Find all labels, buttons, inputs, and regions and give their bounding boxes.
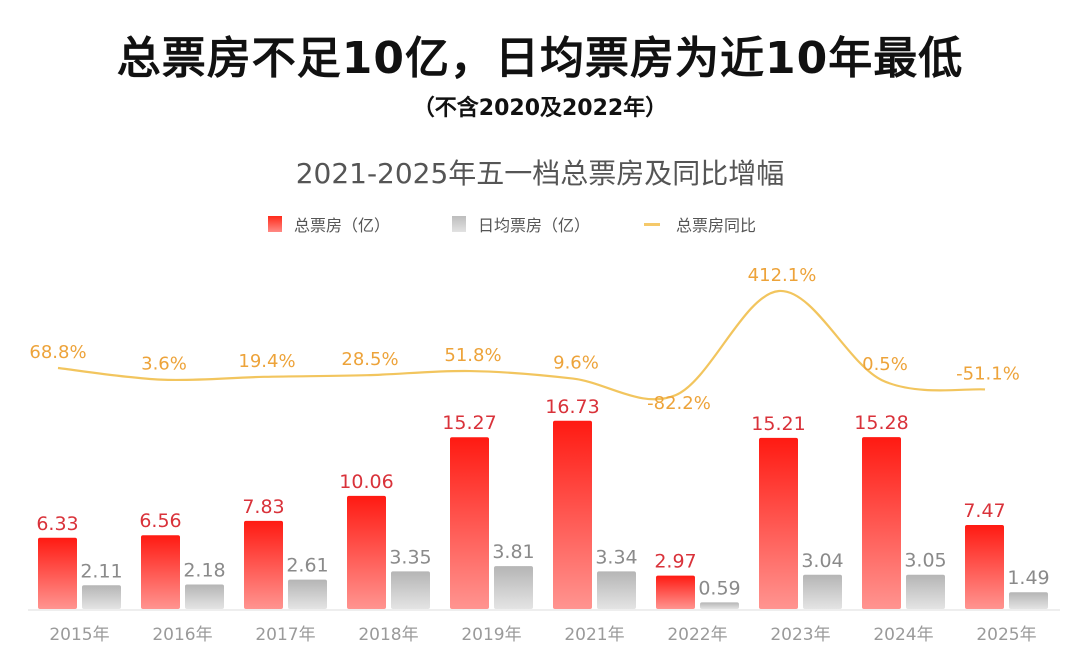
label-daily-6: 0.59	[698, 577, 740, 599]
bar-total-3[interactable]	[347, 495, 386, 609]
label-total-4: 15.27	[442, 412, 496, 434]
bar-total-1[interactable]	[141, 535, 180, 609]
label-daily-3: 3.35	[389, 546, 431, 568]
bar-daily-2[interactable]	[288, 579, 327, 609]
label-daily-0: 2.11	[80, 560, 122, 582]
label-daily-1: 2.18	[183, 559, 225, 581]
label-total-3: 10.06	[339, 471, 393, 493]
label-yoy-2: 19.4%	[238, 351, 295, 372]
label-daily-9: 1.49	[1007, 567, 1049, 589]
bar-total-9[interactable]	[965, 524, 1004, 609]
legend-item-total[interactable]: 总票房（亿）	[268, 212, 390, 236]
label-yoy-8: 0.5%	[862, 354, 908, 375]
label-total-8: 15.28	[854, 412, 908, 434]
bar-total-5[interactable]	[553, 420, 592, 609]
bar-daily-7[interactable]	[803, 574, 842, 609]
bar-daily-8[interactable]	[906, 574, 945, 609]
bar-total-8[interactable]	[862, 437, 901, 609]
x-tick-label-5: 2021年	[564, 625, 624, 645]
label-total-7: 15.21	[751, 413, 805, 435]
x-tick-label-9: 2025年	[976, 625, 1036, 645]
bar-daily-1[interactable]	[185, 584, 224, 609]
bar-daily-3[interactable]	[391, 571, 430, 609]
label-yoy-9: -51.1%	[956, 363, 1020, 384]
headline: 总票房不足10亿，日均票房为近10年最低	[116, 33, 964, 84]
label-total-0: 6.33	[36, 513, 78, 535]
label-yoy-1: 3.6%	[141, 354, 187, 375]
label-daily-5: 3.34	[595, 546, 637, 568]
bar-daily-5[interactable]	[597, 571, 636, 609]
x-tick-label-2: 2017年	[255, 625, 315, 645]
bar-daily-6[interactable]	[700, 602, 739, 609]
chart-legend: 总票房（亿） 日均票房（亿） 总票房同比	[0, 212, 1080, 236]
bar-total-6[interactable]	[656, 575, 695, 609]
label-yoy-4: 51.8%	[444, 345, 501, 366]
label-total-1: 6.56	[139, 510, 181, 532]
legend-item-daily[interactable]: 日均票房（亿）	[452, 212, 590, 236]
label-total-2: 7.83	[242, 496, 284, 518]
label-yoy-3: 28.5%	[341, 349, 398, 370]
x-tick-label-4: 2019年	[461, 625, 521, 645]
legend-item-yoy[interactable]: 总票房同比	[644, 212, 756, 236]
legend-swatch-total	[268, 216, 282, 232]
bar-daily-0[interactable]	[82, 585, 121, 609]
bar-total-0[interactable]	[38, 537, 77, 609]
chart-title: 2021-2025年五一档总票房及同比增幅	[295, 157, 785, 190]
bar-daily-4[interactable]	[494, 566, 533, 609]
label-yoy-5: 9.6%	[553, 353, 599, 374]
bar-total-2[interactable]	[244, 520, 283, 609]
x-tick-label-6: 2022年	[667, 625, 727, 645]
label-yoy-7: 412.1%	[748, 265, 817, 286]
label-total-6: 2.97	[654, 551, 696, 573]
legend-swatch-daily	[452, 216, 466, 232]
legend-swatch-yoy	[644, 222, 660, 226]
yoy-line[interactable]	[57, 289, 986, 401]
x-tick-label-3: 2018年	[358, 625, 418, 645]
label-daily-7: 3.04	[801, 550, 843, 572]
x-tick-label-0: 2015年	[49, 625, 109, 645]
bar-total-7[interactable]	[759, 437, 798, 609]
label-yoy-0: 68.8%	[29, 342, 86, 363]
label-daily-2: 2.61	[286, 555, 328, 577]
bar-total-4[interactable]	[450, 437, 489, 609]
x-tick-label-1: 2016年	[152, 625, 212, 645]
label-total-5: 16.73	[545, 396, 599, 418]
label-yoy-6: -82.2%	[647, 393, 711, 414]
x-tick-label-7: 2023年	[770, 625, 830, 645]
x-tick-label-8: 2024年	[873, 625, 933, 645]
label-daily-8: 3.05	[904, 550, 946, 572]
legend-label-yoy: 总票房同比	[676, 216, 757, 235]
label-daily-4: 3.81	[492, 541, 534, 563]
subheadline: （不含2020及2022年）	[412, 96, 668, 121]
legend-label-daily: 日均票房（亿）	[478, 216, 591, 235]
bar-daily-9[interactable]	[1009, 592, 1048, 609]
legend-label-total: 总票房（亿）	[294, 216, 391, 235]
label-total-9: 7.47	[963, 500, 1005, 522]
